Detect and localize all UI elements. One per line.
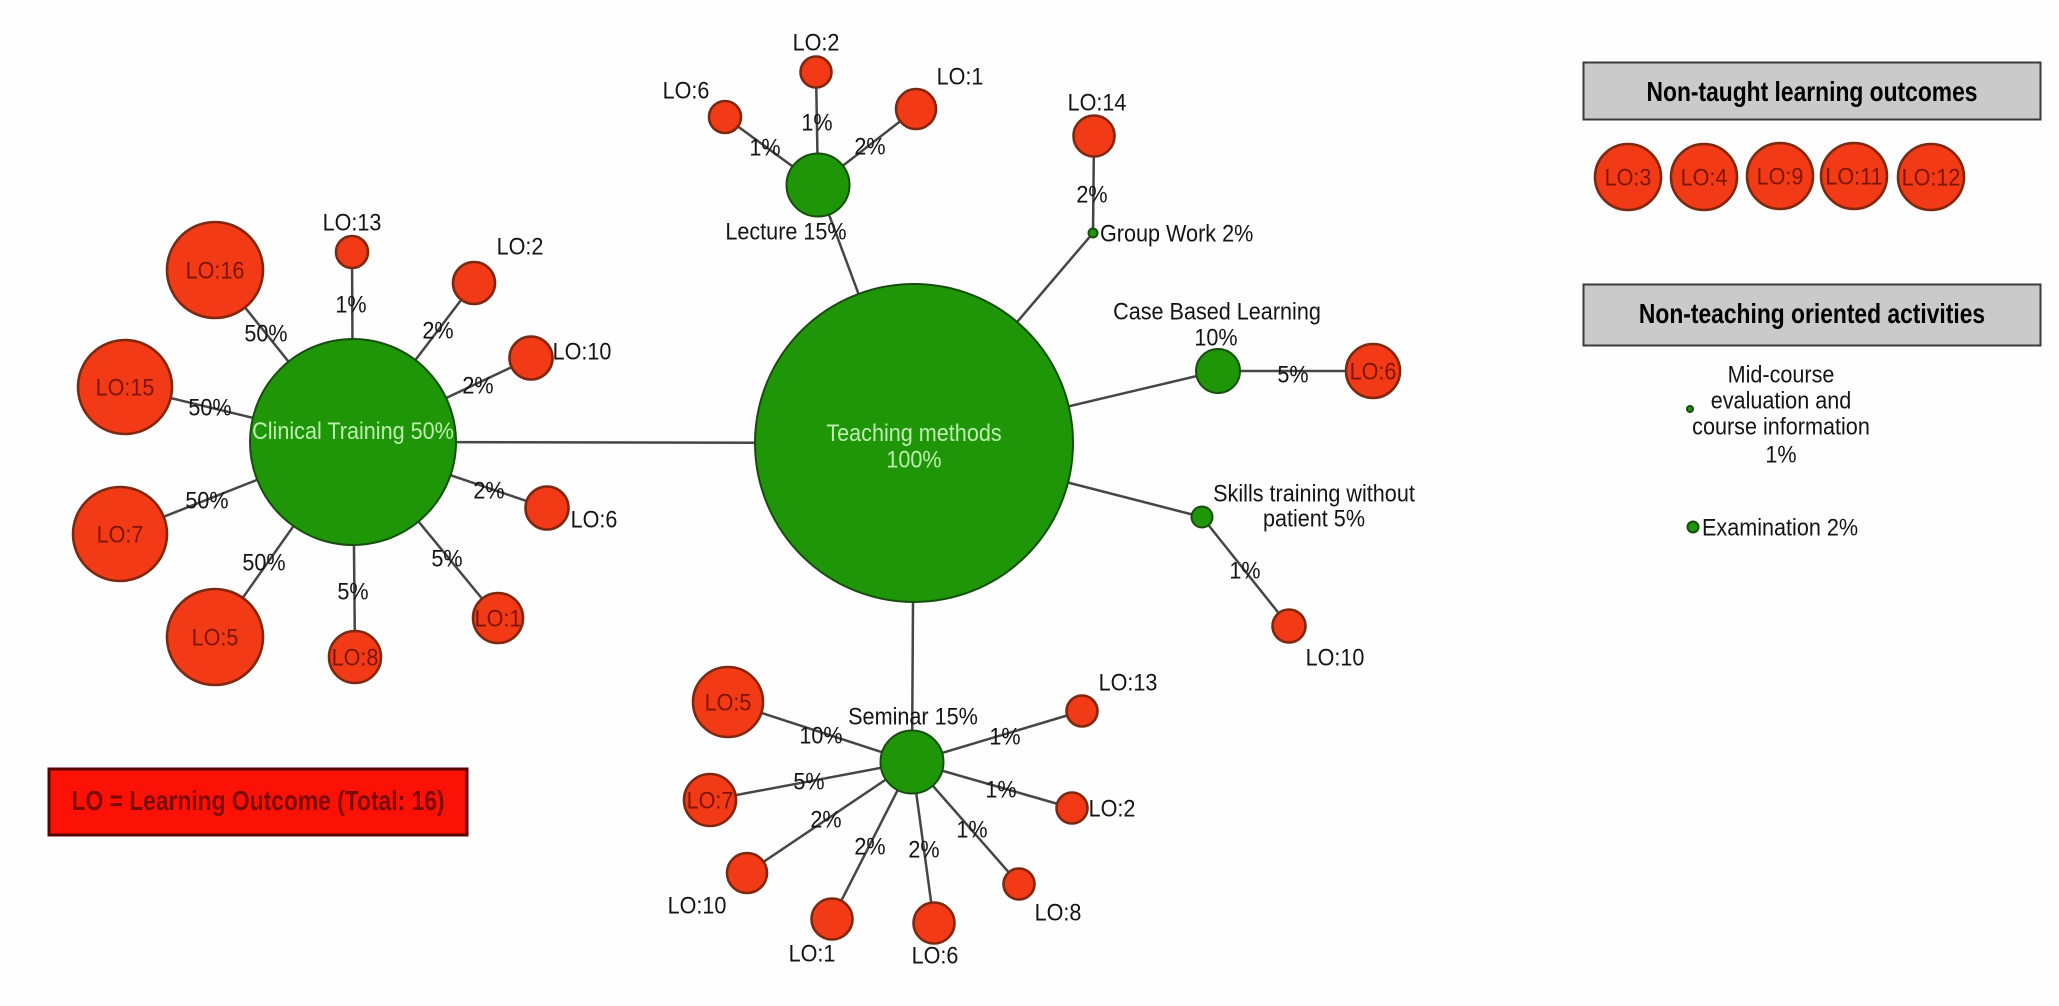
- svg-text:2%: 2%: [422, 318, 453, 345]
- svg-text:LO:10: LO:10: [668, 893, 727, 920]
- svg-text:LO:4: LO:4: [1681, 165, 1728, 192]
- svg-text:1%: 1%: [956, 817, 987, 844]
- svg-text:Skills training without: Skills training without: [1213, 481, 1415, 508]
- svg-text:LO:1: LO:1: [937, 64, 984, 91]
- svg-text:2%: 2%: [810, 807, 841, 834]
- svg-text:2%: 2%: [473, 478, 504, 505]
- svg-text:5%: 5%: [337, 579, 368, 606]
- svg-text:1%: 1%: [749, 135, 780, 162]
- svg-text:50%: 50%: [185, 488, 228, 515]
- svg-text:2%: 2%: [462, 373, 493, 400]
- svg-text:LO:9: LO:9: [1757, 164, 1804, 191]
- svg-text:LO:8: LO:8: [332, 645, 379, 672]
- svg-text:LO:6: LO:6: [571, 507, 618, 534]
- svg-text:evaluation and: evaluation and: [1711, 388, 1852, 415]
- svg-text:Non-teaching oriented activiti: Non-teaching oriented activities: [1639, 298, 1985, 329]
- svg-text:Lecture 15%: Lecture 15%: [725, 219, 846, 246]
- svg-text:1%: 1%: [1765, 442, 1796, 469]
- svg-text:LO:1: LO:1: [475, 606, 522, 633]
- svg-text:10%: 10%: [799, 723, 842, 750]
- svg-text:Examination 2%: Examination 2%: [1702, 515, 1858, 542]
- svg-text:Seminar 15%: Seminar 15%: [848, 704, 978, 731]
- svg-text:2%: 2%: [908, 837, 939, 864]
- svg-text:LO:11: LO:11: [1825, 164, 1882, 191]
- svg-text:LO:6: LO:6: [912, 943, 959, 970]
- svg-text:LO:5: LO:5: [192, 625, 239, 652]
- svg-text:LO:6: LO:6: [1350, 359, 1397, 386]
- svg-text:Group Work 2%: Group Work 2%: [1100, 221, 1253, 248]
- svg-text:10%: 10%: [1194, 325, 1237, 352]
- svg-text:LO = Learning Outcome (Total:: LO = Learning Outcome (Total: 16): [72, 785, 445, 816]
- svg-text:Non-taught learning outcomes: Non-taught learning outcomes: [1647, 76, 1978, 107]
- svg-text:patient 5%: patient 5%: [1263, 506, 1365, 533]
- svg-text:LO:7: LO:7: [97, 522, 144, 549]
- svg-text:2%: 2%: [1076, 182, 1107, 209]
- svg-text:LO:5: LO:5: [705, 690, 752, 717]
- svg-text:50%: 50%: [244, 321, 287, 348]
- svg-text:LO:2: LO:2: [793, 30, 840, 57]
- svg-text:LO:13: LO:13: [323, 210, 382, 237]
- svg-text:LO:2: LO:2: [1089, 796, 1136, 823]
- svg-text:LO:7: LO:7: [687, 788, 734, 815]
- svg-text:LO:3: LO:3: [1605, 165, 1652, 192]
- svg-text:5%: 5%: [793, 769, 824, 796]
- svg-text:1%: 1%: [801, 110, 832, 137]
- svg-text:course information: course information: [1692, 414, 1870, 441]
- svg-text:Case Based Learning: Case Based Learning: [1113, 299, 1321, 326]
- svg-text:LO:8: LO:8: [1035, 900, 1082, 927]
- svg-text:LO:14: LO:14: [1068, 90, 1127, 117]
- svg-text:LO:6: LO:6: [663, 78, 710, 105]
- svg-text:LO:16: LO:16: [186, 258, 245, 285]
- svg-text:100%: 100%: [886, 447, 941, 474]
- svg-text:5%: 5%: [1277, 362, 1308, 389]
- svg-text:2%: 2%: [854, 134, 885, 161]
- svg-text:LO:13: LO:13: [1099, 670, 1158, 697]
- svg-text:LO:2: LO:2: [497, 234, 544, 261]
- svg-text:Mid-course: Mid-course: [1728, 362, 1835, 389]
- svg-text:LO:10: LO:10: [1306, 645, 1365, 672]
- svg-text:5%: 5%: [431, 546, 462, 573]
- svg-text:1%: 1%: [989, 724, 1020, 751]
- svg-text:1%: 1%: [335, 292, 366, 319]
- svg-text:LO:12: LO:12: [1902, 165, 1961, 192]
- svg-text:50%: 50%: [242, 550, 285, 577]
- svg-text:LO:10: LO:10: [553, 339, 612, 366]
- svg-text:LO:1: LO:1: [789, 941, 836, 968]
- svg-text:2%: 2%: [854, 834, 885, 861]
- svg-text:1%: 1%: [1229, 558, 1260, 585]
- svg-text:50%: 50%: [188, 395, 231, 422]
- svg-text:Teaching methods: Teaching methods: [826, 420, 1001, 447]
- svg-text:LO:15: LO:15: [96, 375, 155, 402]
- svg-text:1%: 1%: [985, 777, 1016, 804]
- svg-text:Clinical Training 50%: Clinical Training 50%: [252, 418, 454, 445]
